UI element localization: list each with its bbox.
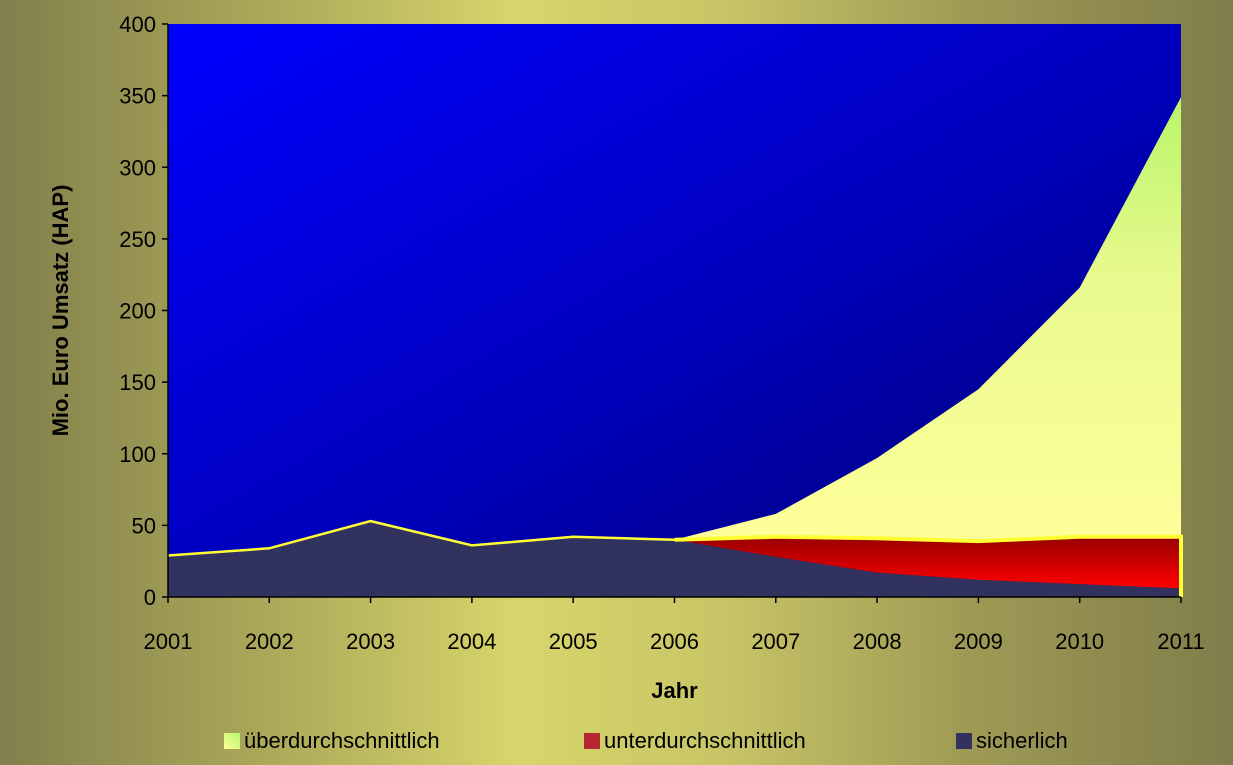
x-tick-label: 2011 (1157, 629, 1204, 654)
legend-label: unterdurchschnittlich (604, 728, 806, 753)
legend-label: sicherlich (976, 728, 1068, 753)
x-tick-label: 2002 (245, 629, 294, 654)
legend-item-sicherlich: sicherlich (956, 728, 1068, 754)
y-tick-label: 200 (119, 299, 156, 324)
y-axis-label: Mio. Euro Umsatz (HAP) (48, 185, 73, 437)
area-ueberdurchschnittlich (168, 97, 1181, 556)
y-tick-label: 300 (119, 155, 156, 180)
outline-sicherlich (167, 519, 675, 557)
y-tick-label: 150 (119, 370, 156, 395)
y-tick-label: 350 (119, 84, 156, 109)
y-tick-label: 0 (144, 585, 156, 610)
legend-swatch (584, 733, 600, 749)
y-tick-label: 100 (119, 442, 156, 467)
legend-item-unterdurchschnittlich: unterdurchschnittlich (584, 728, 806, 754)
legend-item-ueberdurchschnittlich: überdurchschnittlich (224, 728, 440, 754)
legend-swatch (956, 733, 972, 749)
x-tick-label: 2006 (650, 629, 699, 654)
x-tick-label: 2008 (853, 629, 902, 654)
x-tick-label: 2005 (549, 629, 598, 654)
y-tick-label: 400 (119, 12, 156, 37)
x-tick-label: 2010 (1055, 629, 1104, 654)
x-tick-label: 2001 (144, 629, 193, 654)
x-tick-label: 2003 (346, 629, 395, 654)
x-tick-label: 2007 (751, 629, 800, 654)
area-unterdurchschnittlich (168, 521, 1181, 589)
outline-unterdurchschnittlich (674, 534, 1183, 597)
x-tick-label: 2004 (447, 629, 496, 654)
legend: überdurchschnittlich unterdurchschnittlic… (0, 728, 1233, 762)
y-tick-label: 250 (119, 227, 156, 252)
area-chart: 0 50 100 150 200 250 300 350 400 2001 2002 2003 200… (48, 12, 1205, 703)
legend-swatch (224, 733, 240, 749)
area-sicherlich (168, 521, 1181, 597)
x-tick-label: 2009 (954, 629, 1003, 654)
legend-label: überdurchschnittlich (244, 728, 440, 753)
y-tick-label: 50 (132, 513, 156, 538)
x-axis-label: Jahr (651, 678, 698, 703)
